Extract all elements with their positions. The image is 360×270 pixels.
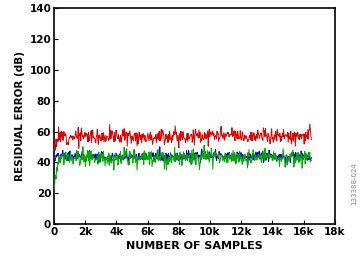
Y-axis label: RESIDUAL ERROR (dB): RESIDUAL ERROR (dB) xyxy=(15,51,25,181)
X-axis label: NUMBER OF SAMPLES: NUMBER OF SAMPLES xyxy=(126,241,263,251)
Text: 133388-024: 133388-024 xyxy=(352,162,357,205)
